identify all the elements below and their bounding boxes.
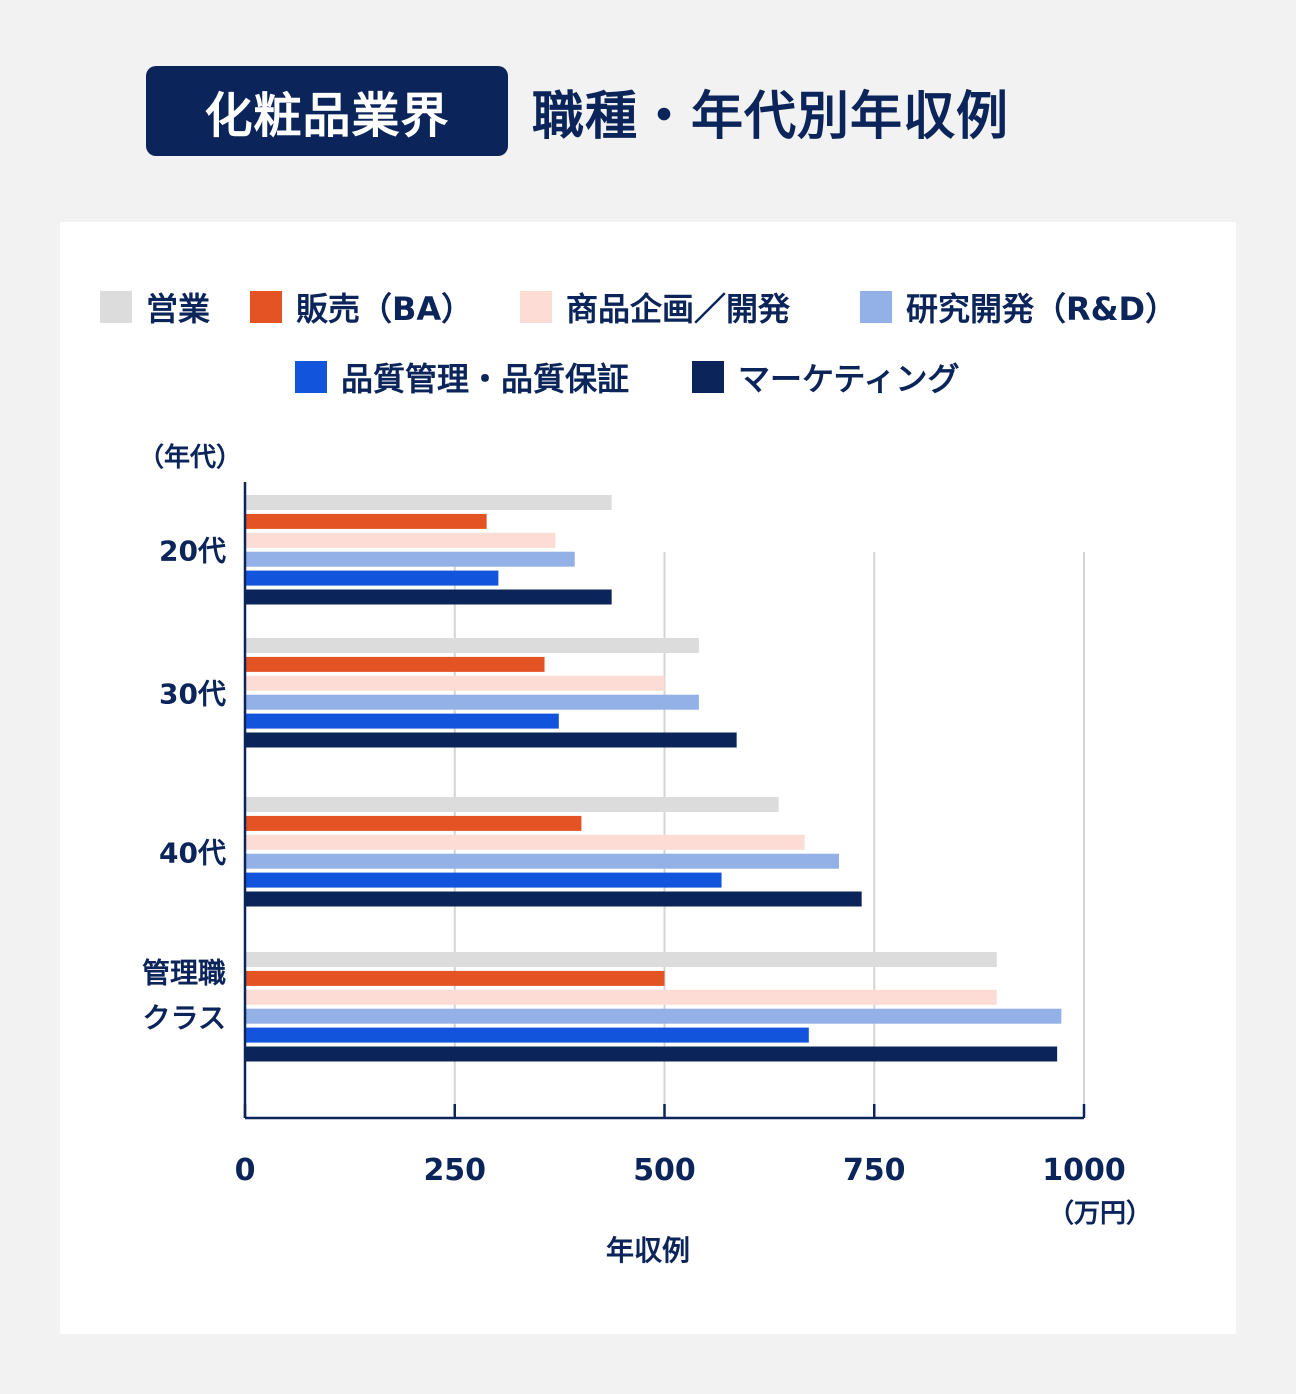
legend-item: マーケティング xyxy=(692,354,959,400)
category-label: 20代 xyxy=(159,535,226,568)
x-tick-label: 1000 xyxy=(1042,1153,1126,1188)
legend-label: マーケティング xyxy=(738,360,960,398)
legend-swatch xyxy=(100,291,132,323)
x-tick-label: 500 xyxy=(633,1153,696,1188)
bar xyxy=(245,513,487,529)
bar xyxy=(245,1027,809,1043)
bar xyxy=(245,1046,1058,1062)
legend-item: 商品企画／開発 xyxy=(520,284,790,330)
legend-swatch xyxy=(692,361,724,393)
x-axis-title: 年収例 xyxy=(606,1234,690,1267)
bar xyxy=(245,732,737,748)
legend-item: 販売（BA） xyxy=(250,284,473,330)
bar xyxy=(245,589,612,605)
legend-label: 品質管理・品質保証 xyxy=(341,360,630,398)
bar xyxy=(245,551,575,567)
legend-item: 品質管理・品質保証 xyxy=(295,354,629,400)
bar xyxy=(245,853,840,869)
category-label: 40代 xyxy=(159,837,226,870)
legend-label: 研究開発（R&D） xyxy=(906,290,1178,328)
bar xyxy=(245,713,559,729)
bar xyxy=(245,797,779,812)
legend-label: 営業 xyxy=(146,290,211,328)
bar xyxy=(245,675,665,691)
chart-card: 営業 販売（BA） 商品企画／開発 研究開発（R&D） 品質管理・品質保証 マーケティング… xyxy=(60,222,1236,1334)
x-unit-label: （万円） xyxy=(1048,1199,1152,1229)
legend-label: 商品企画／開発 xyxy=(566,290,791,328)
legend-item: 研究開発（R&D） xyxy=(860,284,1177,330)
category-label: クラス xyxy=(143,1002,226,1035)
bar xyxy=(245,891,862,907)
bar xyxy=(245,532,556,548)
legend-swatch xyxy=(295,361,327,393)
bar xyxy=(245,694,699,710)
bar xyxy=(245,872,722,888)
bar xyxy=(245,834,805,850)
bar xyxy=(245,638,699,653)
bar xyxy=(245,1008,1062,1024)
y-axis-caption: （年代） xyxy=(138,442,242,473)
bar xyxy=(245,970,665,986)
legend-item: 営業 xyxy=(100,284,210,330)
bar xyxy=(245,570,499,586)
bar xyxy=(245,989,997,1005)
x-tick-label: 750 xyxy=(843,1153,906,1188)
legend-label: 販売（BA） xyxy=(296,290,474,328)
industry-badge: 化粧品業界 xyxy=(146,66,508,156)
bar xyxy=(245,952,997,967)
bar xyxy=(245,656,545,672)
category-label: 管理職 xyxy=(142,957,226,990)
category-label: 30代 xyxy=(159,678,226,711)
x-tick-label: 0 xyxy=(235,1153,256,1188)
bar xyxy=(245,815,582,831)
legend-swatch xyxy=(860,291,892,323)
legend-swatch xyxy=(250,291,282,323)
page-title: 職種・年代別年収例 xyxy=(532,86,1010,147)
header: 化粧品業界 職種・年代別年収例 xyxy=(0,0,1296,200)
bar xyxy=(245,495,612,510)
x-tick-label: 250 xyxy=(423,1153,486,1188)
legend-swatch xyxy=(520,291,552,323)
